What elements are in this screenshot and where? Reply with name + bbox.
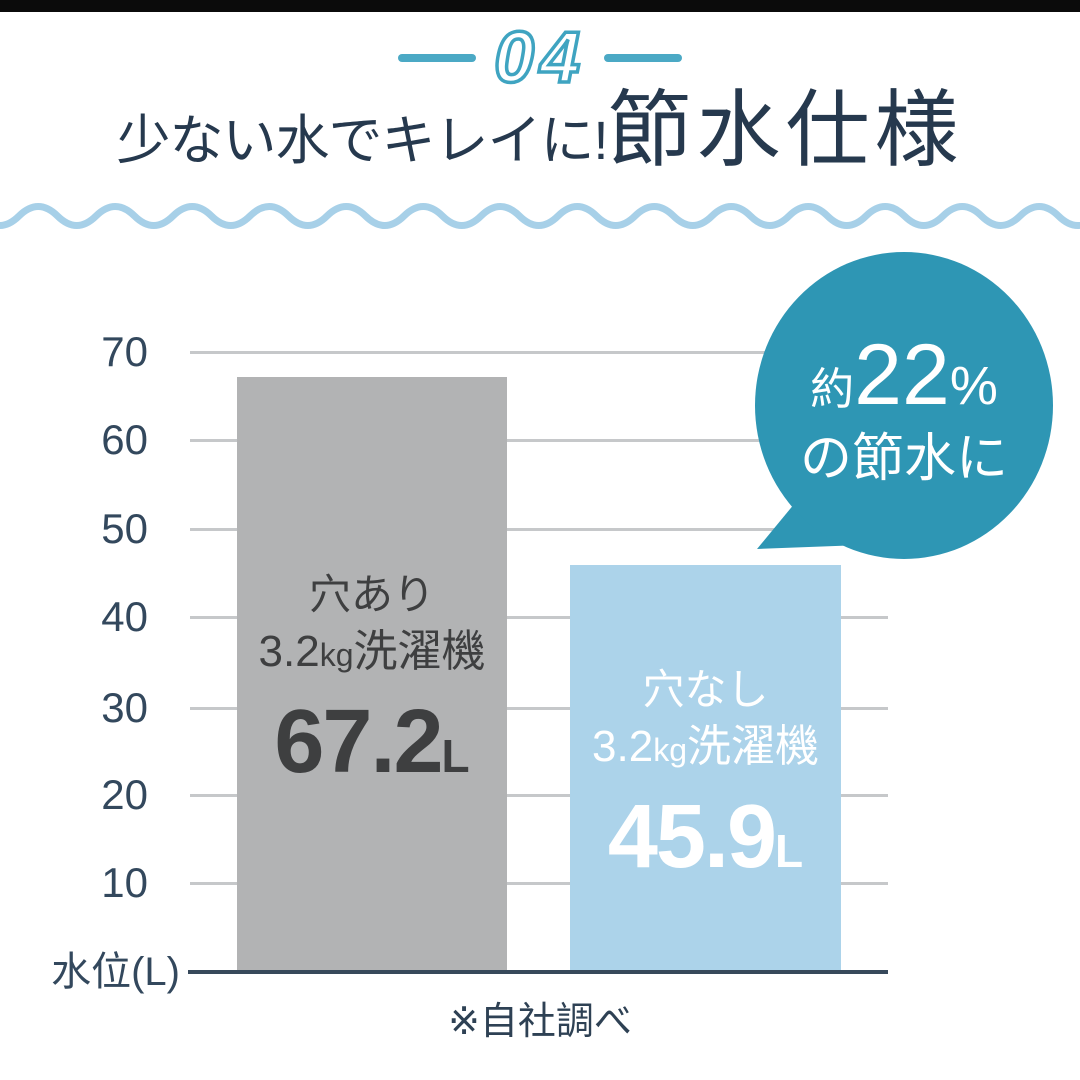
bar-without-hole: 穴なし 3.2kg洗濯機 45.9L xyxy=(570,565,841,972)
page-title-lead: 少ない水でキレイに! xyxy=(116,111,608,171)
spec-unit: kg xyxy=(319,637,354,673)
gridline-50 xyxy=(190,528,888,531)
spec-number: 3.2 xyxy=(592,722,654,771)
savings-percent-line: 約22% xyxy=(755,332,1053,433)
page-title: 少ない水でキレイに!節水仕様 xyxy=(0,88,1080,172)
bar-value-label: 45.9L xyxy=(570,792,841,896)
value-number: 67.2 xyxy=(274,692,443,792)
gridline-20 xyxy=(190,794,888,797)
wave-divider-icon xyxy=(0,203,1080,229)
badge-dash-right-icon xyxy=(604,54,683,62)
bar-spec-label: 3.2kg洗濯機 xyxy=(237,627,507,680)
gridline-30 xyxy=(190,707,888,710)
y-tick-label: 20 xyxy=(101,771,148,818)
gridline-60 xyxy=(190,439,888,442)
gridline-70 xyxy=(190,351,888,354)
bar-spec-label: 3.2kg洗濯機 xyxy=(570,722,841,775)
bar-value-label: 67.2L xyxy=(237,697,507,801)
x-axis-line xyxy=(188,970,888,974)
gridline-40 xyxy=(190,616,888,619)
y-tick-label: 60 xyxy=(101,416,148,463)
y-tick-label: 50 xyxy=(101,505,148,552)
y-tick-label: 30 xyxy=(101,684,148,731)
savings-text-line: の節水に xyxy=(799,430,1008,488)
section-number: 04 xyxy=(492,18,587,98)
savings-speech-bubble: 約22% の節水に xyxy=(755,252,1053,559)
value-unit: L xyxy=(441,730,470,782)
spec-name: 洗濯機 xyxy=(686,722,819,771)
spec-number: 3.2 xyxy=(258,627,320,676)
y-tick-label: 10 xyxy=(101,859,148,906)
approx-prefix: 約 xyxy=(810,365,855,414)
y-tick-label: 70 xyxy=(101,328,148,375)
bar-category-label: 穴なし xyxy=(642,666,769,713)
section-badge: 04 xyxy=(0,18,1080,98)
bar-with-hole: 穴あり 3.2kg洗濯機 67.2L xyxy=(237,377,507,972)
y-tick-label: 40 xyxy=(101,593,148,640)
badge-dash-left-icon xyxy=(397,54,476,62)
bar-category-label: 穴あり xyxy=(308,571,435,618)
page-title-main: 節水仕様 xyxy=(607,83,964,177)
percent-sign: % xyxy=(949,356,998,416)
footnote: ※自社調べ xyxy=(448,1001,632,1043)
spec-unit: kg xyxy=(653,732,687,768)
letterbox-bar xyxy=(0,0,1080,12)
y-axis-unit-label: 水位(L) xyxy=(51,950,180,994)
value-unit: L xyxy=(775,825,804,877)
value-number: 45.9 xyxy=(607,787,777,887)
spec-name: 洗濯機 xyxy=(353,627,486,676)
gridline-10 xyxy=(190,882,888,885)
percent-value: 22 xyxy=(854,327,950,423)
